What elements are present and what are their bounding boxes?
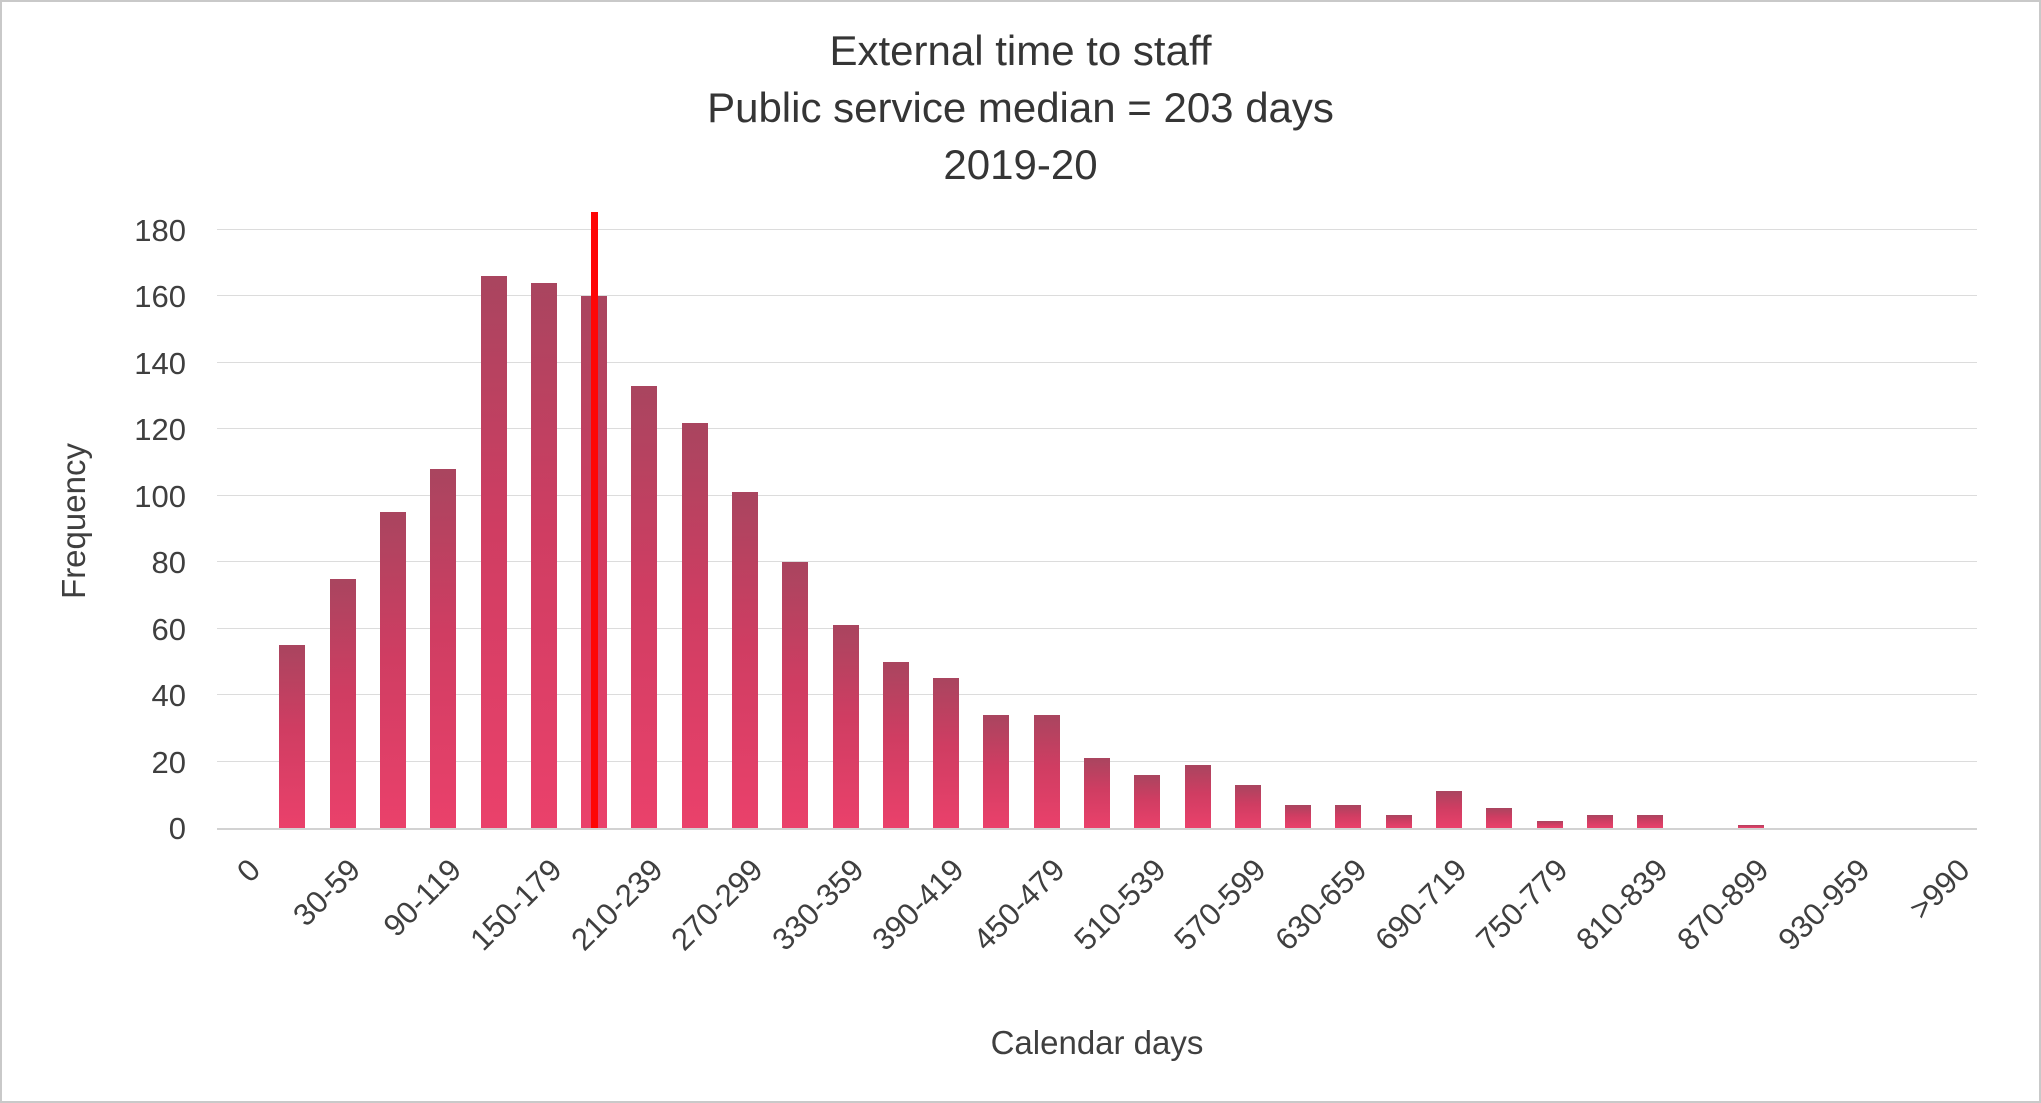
bar xyxy=(1486,808,1513,828)
gridline xyxy=(217,228,1977,230)
x-tick-label: 570-599 xyxy=(1167,852,1273,958)
x-tick-label: 930-959 xyxy=(1770,852,1877,958)
bar xyxy=(430,469,457,828)
y-tick-label: 140 xyxy=(134,345,186,381)
x-tick-label: 210-239 xyxy=(563,852,670,958)
bar xyxy=(782,562,809,828)
bar xyxy=(1586,814,1613,828)
x-tick-label: 150-179 xyxy=(463,852,569,958)
bar xyxy=(1737,824,1764,828)
x-tick-label: 30-59 xyxy=(286,852,368,933)
bar xyxy=(279,645,306,828)
x-tick-label: 450-479 xyxy=(966,852,1072,958)
chart-title-line-3: 2019-20 xyxy=(943,141,1098,189)
y-tick-label: 180 xyxy=(134,212,186,248)
bar xyxy=(933,678,960,828)
x-tick-label: 330-359 xyxy=(765,852,871,958)
bar xyxy=(1536,821,1563,828)
y-tick-label: 160 xyxy=(134,279,186,315)
y-tick-label: 120 xyxy=(134,412,186,448)
y-tick-label: 60 xyxy=(151,611,186,647)
gridline xyxy=(217,627,1977,629)
bar xyxy=(832,625,859,828)
bar xyxy=(329,578,356,828)
y-tick-label: 0 xyxy=(168,811,186,846)
x-tick-label: 390-419 xyxy=(865,852,971,958)
x-tick-label: 630-659 xyxy=(1267,852,1374,958)
x-tick-label: 270-299 xyxy=(664,852,770,958)
chart-title: External time to staff Public service me… xyxy=(2,22,2039,193)
x-tick-label: 810-839 xyxy=(1569,852,1675,958)
x-tick-label: 750-779 xyxy=(1469,852,1575,958)
bar xyxy=(530,283,557,828)
y-axis-labels: 0 20 40 60 80 100 120 140 160 180 xyxy=(2,212,202,846)
gridline xyxy=(217,295,1977,297)
x-tick-label: >990 xyxy=(1902,852,1977,927)
x-axis-title: Calendar days xyxy=(990,1024,1204,1061)
x-tick-label: 870-899 xyxy=(1670,852,1776,958)
bar xyxy=(1134,774,1161,828)
gridline xyxy=(217,428,1977,430)
bar xyxy=(732,492,758,828)
bar xyxy=(681,422,708,828)
chart-title-line-1: External time to staff xyxy=(829,27,1212,74)
gridline xyxy=(217,361,1977,363)
chart-title-line-2: Public service median = 203 days xyxy=(707,84,1334,132)
bar xyxy=(983,715,1010,828)
bar xyxy=(1033,715,1060,828)
bar xyxy=(1637,814,1664,828)
bar xyxy=(480,276,507,828)
plot-area xyxy=(217,212,1977,830)
bar xyxy=(1184,764,1211,828)
bar xyxy=(882,661,909,828)
y-tick-label: 100 xyxy=(134,478,186,514)
gridline xyxy=(217,494,1977,496)
bar xyxy=(1385,814,1412,828)
bar xyxy=(1084,758,1110,828)
bar xyxy=(1234,784,1261,828)
bar xyxy=(1436,791,1462,828)
y-tick-label: 20 xyxy=(151,744,186,780)
bar xyxy=(380,512,406,828)
bar xyxy=(1285,804,1312,828)
median-line xyxy=(590,212,598,828)
x-tick-label: 0 xyxy=(229,852,267,889)
y-tick-label: 80 xyxy=(151,545,186,581)
bar xyxy=(631,386,658,828)
gridline xyxy=(217,694,1977,696)
x-axis-labels: 0 30-59 90-119 150-179 210-239 270-299 330-359… xyxy=(2,838,2041,1018)
x-tick-label: 90-119 xyxy=(376,852,469,944)
x-tick-label: 690-719 xyxy=(1368,852,1474,958)
x-tick-label: 510-539 xyxy=(1066,852,1173,958)
gridline xyxy=(217,561,1977,563)
bar xyxy=(1335,804,1362,828)
y-tick-label: 40 xyxy=(151,678,186,714)
